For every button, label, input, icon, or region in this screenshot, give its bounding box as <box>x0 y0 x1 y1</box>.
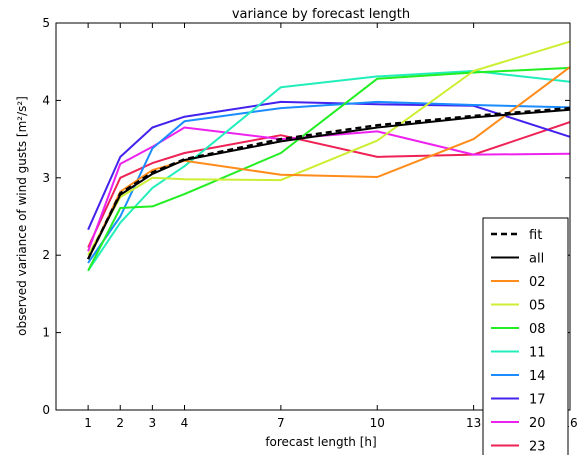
legend-label-08: 08 <box>529 322 546 337</box>
x-tick-label: 3 <box>149 416 157 430</box>
legend-label-02: 02 <box>529 275 546 290</box>
series-line-02 <box>87 66 571 260</box>
x-tick-label: 2 <box>116 416 124 430</box>
legend-label-17: 17 <box>529 393 546 408</box>
y-axis-label: observed variance of wind gusts [m²/s²] <box>15 96 29 336</box>
legend-box <box>482 217 569 455</box>
legend-label-all: all <box>529 252 544 267</box>
plot-frame <box>55 22 571 411</box>
series-line-23 <box>87 121 571 248</box>
legend: fit all 02 05 08 11 14 17 20 23 <box>482 217 569 455</box>
series-line-14 <box>87 100 571 264</box>
y-tick-label: 5 <box>42 16 50 30</box>
x-tick-label: 1 <box>84 416 92 430</box>
y-tick-label: 1 <box>42 326 50 340</box>
x-tick-label: 4 <box>181 416 189 430</box>
x-tick-label: 13 <box>466 416 481 430</box>
series-line-all <box>87 108 571 260</box>
series-line-11 <box>87 70 571 272</box>
legend-label-14: 14 <box>529 369 546 384</box>
y-tick-label: 4 <box>42 93 50 107</box>
legend-label-23: 23 <box>529 440 546 455</box>
y-tick-label: 0 <box>42 403 50 417</box>
x-tick-label: 7 <box>277 416 285 430</box>
series-line-fit <box>87 106 571 260</box>
x-axis-label: forecast length [h] <box>265 435 376 449</box>
series-line-08 <box>87 66 571 272</box>
series-line-17 <box>87 100 571 231</box>
y-tick-label: 2 <box>42 248 50 262</box>
legend-label-20: 20 <box>529 416 546 431</box>
legend-label-fit: fit <box>529 228 542 243</box>
legend-label-05: 05 <box>529 299 546 314</box>
series-line-20 <box>87 126 571 252</box>
chart-title: variance by forecast length <box>232 7 410 22</box>
x-tick-label: 10 <box>370 416 385 430</box>
legend-label-11: 11 <box>529 346 546 361</box>
y-tick-label: 3 <box>42 171 50 185</box>
series-line-05 <box>87 40 571 256</box>
